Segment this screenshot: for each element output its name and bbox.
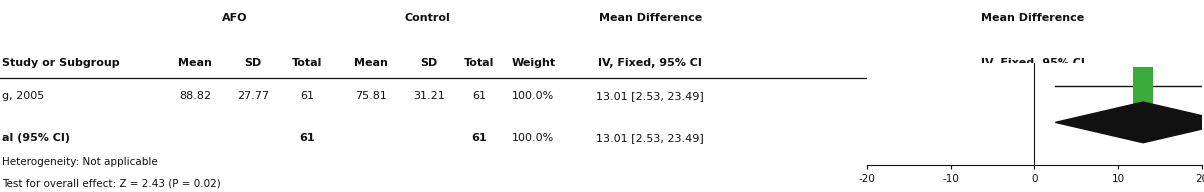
Text: Mean: Mean — [178, 58, 212, 68]
Text: Control: Control — [405, 13, 450, 23]
Text: IV, Fixed, 95% CI: IV, Fixed, 95% CI — [598, 58, 702, 68]
Text: 100.0%: 100.0% — [512, 133, 555, 143]
Text: Heterogeneity: Not applicable: Heterogeneity: Not applicable — [2, 157, 158, 167]
Text: Mean Difference: Mean Difference — [598, 13, 702, 23]
Text: IV, Fixed, 95% CI: IV, Fixed, 95% CI — [981, 58, 1085, 68]
Text: al (95% CI): al (95% CI) — [2, 133, 70, 143]
Text: Test for overall effect: Z = 2.43 (P = 0.02): Test for overall effect: Z = 2.43 (P = 0… — [2, 178, 222, 188]
Text: 61: 61 — [300, 91, 314, 101]
Text: 27.77: 27.77 — [237, 91, 268, 101]
Text: 61: 61 — [472, 91, 486, 101]
Text: Total: Total — [291, 58, 323, 68]
Text: 75.81: 75.81 — [355, 91, 386, 101]
Text: SD: SD — [420, 58, 437, 68]
Text: 88.82: 88.82 — [179, 91, 211, 101]
Text: 13.01 [2.53, 23.49]: 13.01 [2.53, 23.49] — [596, 91, 704, 101]
Text: 61: 61 — [472, 133, 486, 143]
Text: Total: Total — [464, 58, 495, 68]
Text: g, 2005: g, 2005 — [2, 91, 45, 101]
Text: 100.0%: 100.0% — [512, 91, 555, 101]
Text: Study or Subgroup: Study or Subgroup — [2, 58, 120, 68]
Text: SD: SD — [244, 58, 261, 68]
Text: Mean Difference: Mean Difference — [981, 13, 1085, 23]
Text: 13.01 [2.53, 23.49]: 13.01 [2.53, 23.49] — [596, 133, 704, 143]
Bar — [1133, 67, 1153, 104]
Text: Mean: Mean — [354, 58, 388, 68]
Polygon shape — [1056, 102, 1204, 143]
Text: 61: 61 — [300, 133, 314, 143]
Text: Weight: Weight — [512, 58, 555, 68]
Text: AFO: AFO — [222, 13, 248, 23]
Text: 31.21: 31.21 — [413, 91, 444, 101]
